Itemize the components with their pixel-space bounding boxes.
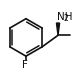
Text: 2: 2: [63, 14, 68, 23]
Polygon shape: [56, 23, 60, 35]
Text: F: F: [22, 60, 27, 70]
Text: NH: NH: [57, 12, 73, 22]
